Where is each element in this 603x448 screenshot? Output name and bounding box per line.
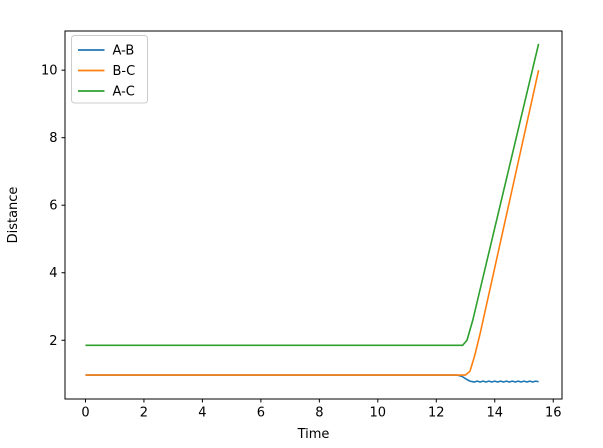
y-tick-label: 10: [41, 64, 58, 79]
series-line-b-c: [85, 69, 540, 376]
y-tick-label: 8: [49, 131, 57, 146]
series-line-a-c: [85, 43, 540, 347]
plot-lines: [85, 43, 540, 383]
y-tick-label: 4: [49, 266, 57, 281]
legend-label: B-C: [113, 64, 136, 79]
legend-item: A-C: [78, 85, 135, 100]
x-axis: 0 2 4 6 8 10 12 14 16: [81, 399, 562, 421]
y-tick-label: 2: [49, 334, 57, 349]
x-axis-label: Time: [297, 427, 330, 442]
axes-spines: [64, 30, 563, 400]
x-tick-label: 8: [315, 406, 323, 421]
series-line-a-b: [85, 374, 539, 383]
x-tick-label: 0: [81, 406, 89, 421]
x-tick-label: 14: [486, 406, 503, 421]
x-tick-label: 6: [257, 406, 265, 421]
x-tick-label: 16: [545, 406, 562, 421]
y-axis: 2 4 6 8 10: [41, 64, 65, 349]
y-axis-label: Distance: [6, 187, 21, 244]
x-tick-label: 12: [428, 406, 445, 421]
legend-label: A-C: [113, 85, 135, 100]
legend: A-B B-C A-C: [71, 35, 148, 104]
legend-item: A-B: [78, 44, 134, 59]
legend-label: A-B: [113, 44, 135, 59]
x-tick-label: 4: [198, 406, 206, 421]
y-tick-label: 6: [49, 199, 57, 214]
x-tick-label: 2: [140, 406, 148, 421]
legend-box: [71, 35, 148, 104]
legend-item: B-C: [78, 64, 135, 79]
x-tick-label: 10: [370, 406, 387, 421]
